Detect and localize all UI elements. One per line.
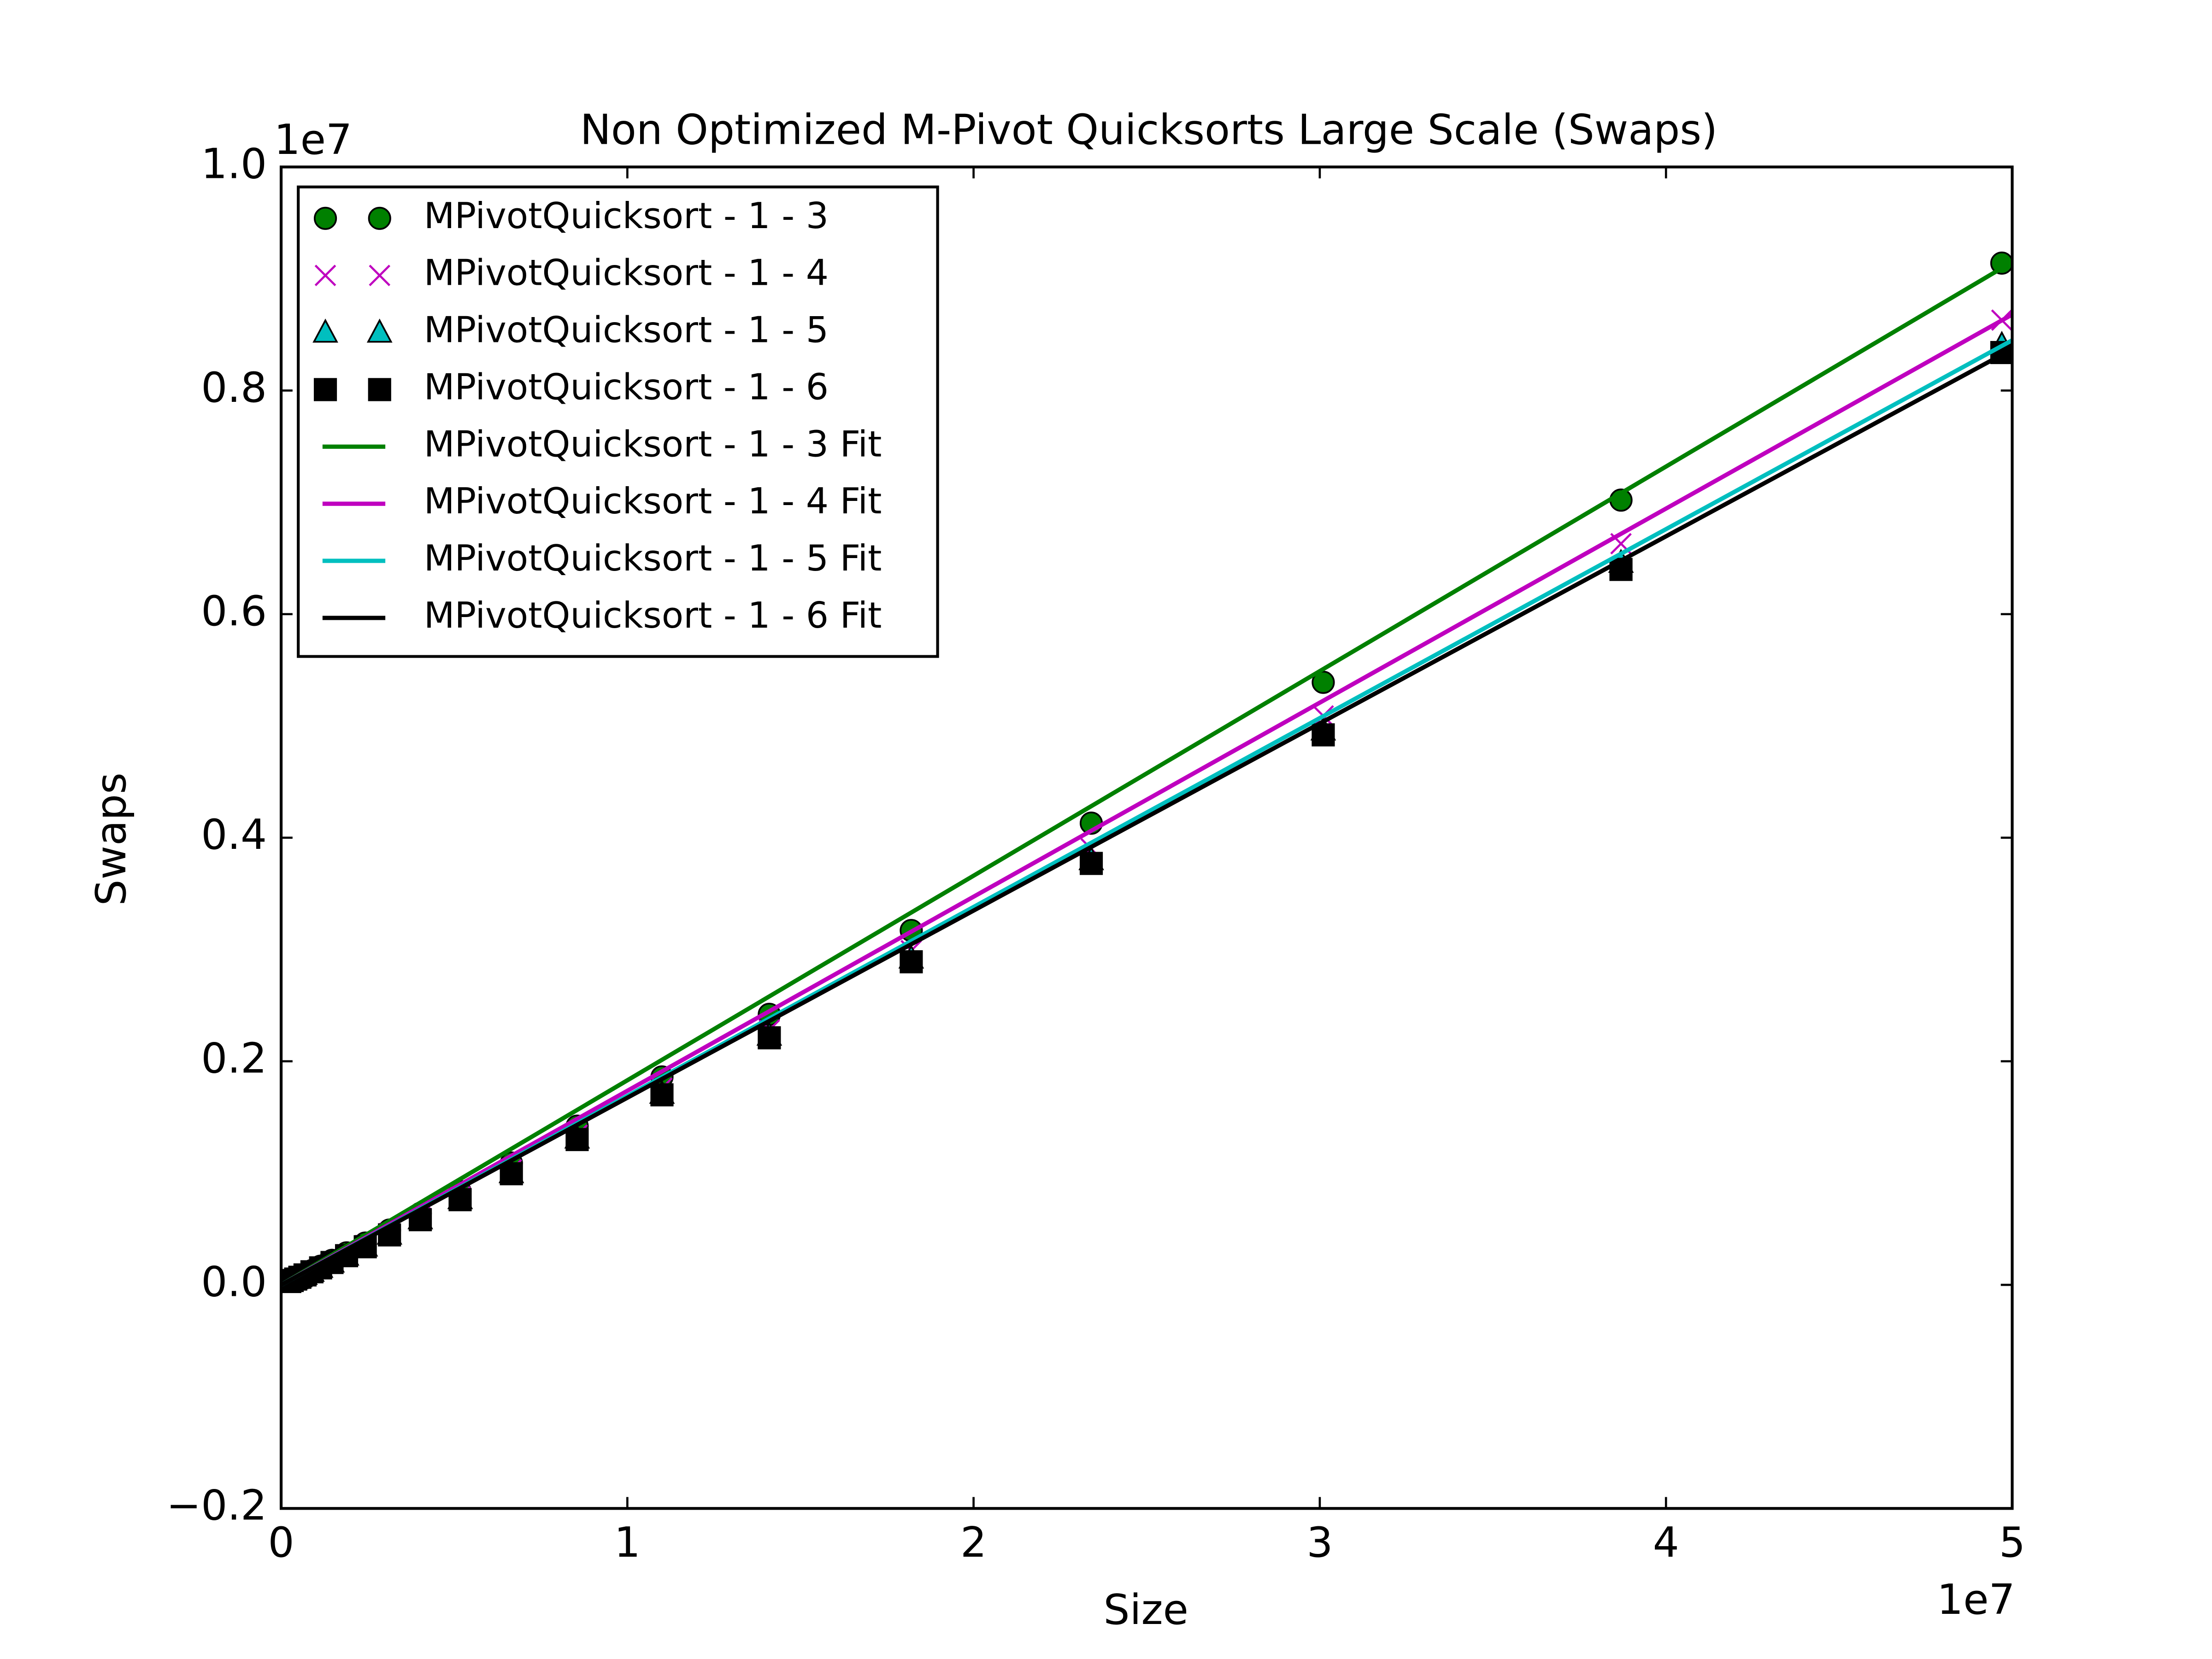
legend-label: MPivotQuicksort - 1 - 4 (424, 253, 829, 294)
marker (650, 1083, 674, 1106)
y-axis-label: Swaps (88, 772, 135, 906)
y-tick-label: 0.4 (201, 811, 267, 859)
marker (368, 378, 391, 401)
marker (368, 206, 391, 230)
chart-title: Non Optimized M-Pivot Quicksorts Large S… (580, 106, 1718, 154)
legend-label: MPivotQuicksort - 1 - 5 Fit (424, 538, 882, 579)
x-tick-label: 1 (614, 1519, 641, 1567)
legend-label: MPivotQuicksort - 1 - 5 (424, 310, 829, 351)
y-tick-label: 0.0 (201, 1259, 267, 1306)
y-offset-label: 1e7 (274, 116, 353, 164)
y-tick-label: 1.0 (201, 141, 267, 188)
x-tick-label: 0 (268, 1519, 294, 1567)
marker (366, 318, 393, 343)
marker (378, 1223, 401, 1247)
x-tick-label: 4 (1653, 1519, 1679, 1567)
y-tick-label: −0.2 (166, 1482, 267, 1530)
marker (1312, 671, 1335, 694)
fit-line (281, 312, 2012, 1287)
marker (1990, 251, 2012, 275)
fit-line (281, 260, 2012, 1287)
marker (369, 265, 391, 286)
legend-box (297, 185, 939, 658)
y-tick-label: 0.2 (201, 1035, 267, 1082)
x-tick-label: 5 (1999, 1519, 2025, 1567)
legend-label: MPivotQuicksort - 1 - 6 Fit (424, 595, 882, 636)
x-tick-label: 3 (1306, 1519, 1333, 1567)
legend: MPivotQuicksort - 1 - 3 MPivotQuicksort -… (297, 185, 939, 658)
series-layer (281, 251, 2012, 1293)
x-offset-label: 1e7 (1937, 1576, 2015, 1624)
marker (314, 265, 336, 286)
legend-label: MPivotQuicksort - 1 - 3 (424, 195, 829, 237)
plot-frame (279, 165, 2014, 1510)
marker (900, 950, 923, 974)
marker (313, 378, 337, 401)
x-tick-label: 2 (960, 1519, 987, 1567)
fit-line (281, 347, 2012, 1287)
legend-label: MPivotQuicksort - 1 - 3 Fit (424, 424, 882, 465)
marker (313, 206, 337, 230)
marker (565, 1128, 589, 1151)
marker (312, 318, 338, 343)
marker (1079, 852, 1103, 875)
legend-label: MPivotQuicksort - 1 - 6 (424, 366, 829, 408)
x-axis-label: Size (1104, 1586, 1188, 1634)
legend-label: MPivotQuicksort - 1 - 4 Fit (424, 481, 882, 522)
y-tick-label: 0.8 (201, 364, 267, 412)
y-tick-label: 0.6 (201, 588, 267, 635)
marker (758, 1026, 781, 1050)
